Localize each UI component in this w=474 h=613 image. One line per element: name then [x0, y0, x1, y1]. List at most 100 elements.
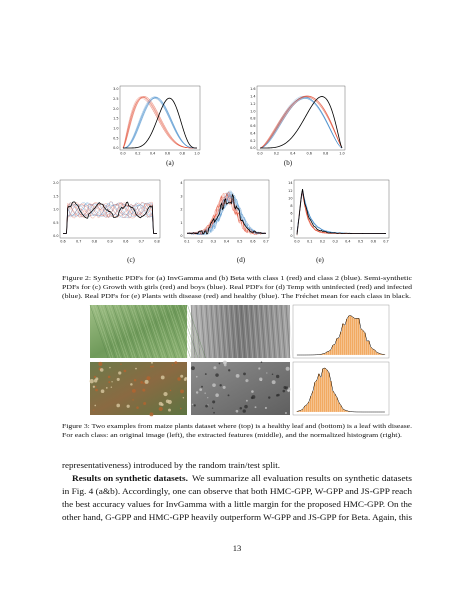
body-line: other hand, G-GPP and HMC-GPP heavily ou…	[62, 512, 413, 522]
disease-spot	[152, 365, 154, 368]
feature-spot	[215, 393, 219, 397]
y-tick-label: 1.0	[113, 127, 118, 131]
y-tick-label: 0.5	[53, 221, 58, 225]
disease-spot	[94, 385, 97, 388]
leaf-vein	[137, 304, 156, 359]
feature-streak	[253, 304, 258, 359]
disease-spot	[142, 388, 146, 392]
x-tick-label: 0.2	[197, 240, 202, 244]
disease-spot	[167, 399, 172, 405]
x-tick-label: 0.3	[211, 240, 216, 244]
pdf-curve	[122, 97, 197, 149]
feature-streak	[268, 304, 273, 359]
x-tick-label: 0.6	[123, 240, 128, 244]
leaf-vein	[89, 304, 109, 359]
feature-streak	[205, 304, 211, 359]
feature-streak	[195, 304, 201, 359]
feature-spot	[228, 369, 231, 372]
y-tick-label: 3.0	[113, 87, 118, 91]
histogram-curve	[296, 315, 385, 356]
axes-frame	[293, 179, 390, 239]
histogram-bar	[343, 325, 346, 356]
disease-spot	[108, 381, 111, 384]
pdf-curve	[122, 97, 197, 149]
histogram-bar	[337, 337, 340, 356]
histogram-bar	[315, 379, 318, 413]
y-tick-label: 0.8	[250, 117, 255, 121]
feature-spot	[244, 404, 248, 409]
pdf-curve	[259, 98, 343, 149]
feature-spot	[195, 391, 199, 394]
disease-spot	[146, 376, 151, 381]
feature-spot	[266, 372, 268, 374]
leaf-vein	[177, 304, 196, 359]
histogram-bar	[353, 318, 356, 356]
pdf-curve	[122, 96, 197, 149]
leaf-vein	[132, 304, 151, 359]
disease-spot	[120, 363, 122, 365]
y-tick-label: 0.4	[250, 131, 255, 135]
disease-spot	[109, 366, 111, 369]
pdf-curve	[122, 96, 197, 149]
feature-spot	[271, 380, 276, 385]
x-tick-label: 0.4	[150, 152, 155, 156]
axes-frame	[256, 85, 346, 151]
feature-spot	[258, 367, 261, 370]
feature-spot	[215, 373, 219, 377]
disease-spot	[116, 377, 120, 381]
disease-spot	[136, 406, 139, 409]
feature-streak	[203, 304, 208, 359]
feature-streak	[230, 304, 236, 359]
feature-spot	[191, 403, 194, 406]
x-tick-label: 0.6	[250, 240, 255, 244]
feature-spot	[235, 373, 240, 378]
feature-spot	[271, 373, 274, 376]
x-tick-label: 0.6	[60, 240, 65, 244]
feature-spot	[190, 366, 195, 371]
feature-streak	[280, 304, 286, 359]
disease-spot	[132, 399, 134, 401]
pdf-curve	[186, 194, 267, 235]
pdf-curve	[63, 201, 157, 234]
x-tick-label: 0.8	[154, 240, 159, 244]
leaf-vein	[127, 304, 146, 359]
axes-frame	[183, 179, 270, 239]
pdf-curve	[186, 190, 267, 235]
feature-spot	[285, 386, 289, 390]
leaf-vein	[107, 304, 126, 359]
histogram-bar	[325, 369, 328, 413]
disease-spot	[168, 408, 171, 412]
histogram-bar	[349, 315, 352, 356]
feature-spot	[204, 373, 207, 375]
feature-spot	[285, 366, 290, 371]
panel-label: (c)	[127, 256, 135, 264]
text-block: Figure 2: Synthetic PDFs for (a) InvGamm…	[62, 275, 413, 553]
feature-streak	[283, 304, 288, 359]
pdf-curve	[259, 97, 343, 149]
leaf-vein	[184, 304, 204, 359]
disease-spot	[184, 376, 188, 380]
feature-streak	[240, 304, 246, 359]
feature-spot	[287, 389, 290, 393]
disease-spot	[135, 367, 137, 370]
y-tick-label: 8	[290, 204, 292, 208]
leaf-vein	[92, 304, 111, 359]
feature-spot	[213, 366, 217, 370]
x-tick-label: 0.2	[135, 152, 140, 156]
disease-spot	[160, 375, 165, 380]
disease-spot	[150, 361, 153, 364]
x-tick-label: 0.6	[165, 152, 170, 156]
y-tick-label: 14	[288, 181, 292, 185]
leaf-vein	[157, 304, 176, 359]
x-tick-label: 0.6	[306, 152, 311, 156]
disease-spot	[149, 412, 154, 417]
x-tick-label: 0.0	[257, 152, 262, 156]
feature-spot	[211, 407, 214, 409]
body-line: representativeness) introduced by the ra…	[62, 460, 280, 470]
disease-spot	[150, 365, 153, 368]
feature-spot	[235, 409, 239, 413]
feature-spot	[195, 375, 198, 378]
x-tick-label: 0.5	[358, 240, 363, 244]
pdf-curve	[122, 96, 197, 149]
y-tick-label: 2.0	[53, 181, 58, 185]
